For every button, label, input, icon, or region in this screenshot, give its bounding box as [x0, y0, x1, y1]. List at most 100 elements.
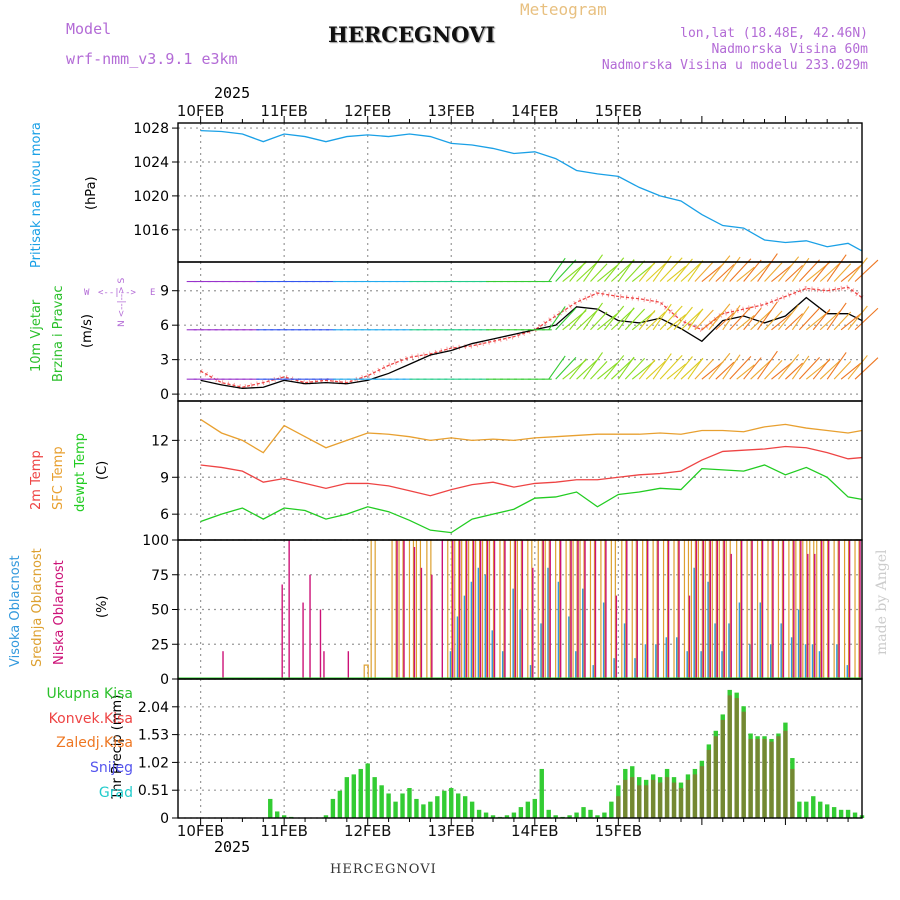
- wind-direction-arrow: [840, 313, 862, 331]
- model-name: wrf-nmm_v3.9.1 e3km: [66, 50, 238, 68]
- meteogram-title: Meteogram: [520, 0, 607, 19]
- dewpt-line: [200, 464, 863, 534]
- y-tick-label: 9: [160, 284, 169, 300]
- total-precip-bar: [595, 815, 600, 818]
- total-precip-bar: [511, 812, 517, 818]
- total-precip-bar: [337, 790, 343, 818]
- conv-precip-bar: [657, 782, 663, 818]
- pressure-line: [200, 129, 863, 252]
- conv-precip-bar: [776, 736, 781, 818]
- wind-direction-arrow: [576, 262, 598, 282]
- wind-direction-arrow: [819, 310, 841, 331]
- conv-precip-bar: [685, 779, 691, 818]
- wind-direction-arrow: [840, 362, 862, 380]
- conv-precip-bar: [762, 738, 767, 818]
- total-precip-bar: [393, 801, 398, 818]
- temp2m-line: [200, 445, 863, 497]
- wind-direction-arrow: [785, 313, 803, 331]
- y-tick-label: 6: [160, 507, 169, 523]
- wind-direction-arrow: [854, 259, 879, 282]
- total-precip-bar: [476, 809, 482, 818]
- footer-station: HERCEGNOVI: [330, 862, 437, 877]
- wind-direction-arrow: [743, 357, 762, 380]
- conv-precip-bar: [727, 695, 732, 818]
- wind-direction-arrow: [764, 262, 783, 282]
- total-precip-bar: [469, 801, 475, 818]
- wind-direction-arrow: [847, 305, 868, 331]
- conv-precip-bar: [692, 774, 698, 818]
- y-tick-label: 100: [142, 533, 169, 549]
- conv-precip-bar: [630, 777, 635, 818]
- wind-direction-arrow: [771, 361, 793, 380]
- conv-precip-bar: [783, 730, 788, 818]
- wind-direction-arrow: [722, 354, 741, 380]
- conv-precip-bar: [734, 698, 739, 818]
- panel-frame: [177, 400, 863, 541]
- day-label-top: 12FEB: [344, 102, 391, 120]
- compass-e: E: [150, 288, 156, 298]
- y-tick-label: 75: [151, 568, 169, 584]
- wind-direction-arrow: [757, 350, 778, 380]
- wind-direction-arrow: [715, 361, 735, 380]
- y-tick-label: 0: [160, 387, 169, 403]
- wind-direction-arrow: [791, 306, 810, 331]
- total-precip-bar: [379, 785, 384, 818]
- y-tick-label: 1016: [133, 223, 169, 239]
- wind-direction-arrow: [687, 357, 704, 380]
- total-precip-bar: [504, 815, 510, 818]
- wind-direction-arrow: [617, 356, 635, 380]
- y-tick-label: 12: [151, 433, 169, 449]
- total-precip-bar: [546, 809, 551, 818]
- y-tick-label: 2.04: [138, 700, 169, 716]
- total-precip-bar: [845, 809, 851, 818]
- panel-frame: [177, 261, 863, 402]
- wind-direction-arrow: [666, 314, 687, 331]
- wind-direction-arrow: [798, 259, 821, 282]
- total-precip-bar: [358, 768, 363, 818]
- legend-zaledj: Zaledj.Kisa: [56, 735, 133, 751]
- wind-direction-arrow: [715, 264, 735, 282]
- y-tick-label: 25: [151, 637, 169, 653]
- wind-direction-arrow: [722, 256, 741, 282]
- wind-direction-arrow: [847, 355, 868, 380]
- total-precip-bar: [838, 809, 844, 818]
- conv-precip-bar: [616, 796, 621, 818]
- total-precip-bar: [407, 788, 412, 818]
- wind-direction-arrow: [785, 362, 803, 380]
- total-precip-bar: [330, 798, 336, 818]
- total-precip-bar: [275, 811, 280, 818]
- conv-precip-bar: [720, 719, 725, 818]
- model-label: Model: [66, 20, 112, 38]
- total-precip-bar: [323, 815, 329, 818]
- wind-direction-arrow: [743, 307, 762, 331]
- wind-direction-arrow: [798, 307, 821, 331]
- wind-direction-arrow: [569, 260, 587, 282]
- total-precip-bar: [525, 801, 531, 818]
- total-precip-bar: [581, 807, 586, 818]
- wind-direction-arrow: [778, 304, 800, 331]
- year-top: 2025: [214, 84, 251, 102]
- y-tick-label: 1020: [133, 189, 169, 205]
- wind-direction-arrow: [694, 261, 714, 282]
- total-precip-bar: [818, 801, 823, 818]
- total-precip-bar: [372, 777, 377, 818]
- wind-direction-arrow: [590, 360, 608, 380]
- day-label-top: 15FEB: [595, 102, 642, 120]
- lonlat-label: lon,lat (18.48E, 42.46N): [680, 26, 868, 41]
- wind-direction-arrow: [833, 263, 852, 282]
- wind-direction-arrow: [778, 256, 800, 282]
- wind-direction-arrow: [576, 359, 598, 380]
- wind-direction-arrow: [638, 310, 656, 331]
- y-tick-label: 0: [160, 811, 169, 827]
- wind-direction-arrow: [764, 359, 783, 380]
- wind-direction-arrow: [722, 305, 741, 331]
- day-label-bottom: 15FEB: [595, 822, 642, 840]
- year-bottom: 2025: [214, 838, 251, 856]
- legend-grad: Grad: [98, 785, 133, 801]
- wind-speed-line: [200, 296, 863, 390]
- mid-cloud-bar: [843, 539, 850, 680]
- conv-precip-bar: [637, 785, 642, 818]
- wind-direction-arrow: [548, 306, 566, 331]
- wind-direction-arrow: [583, 302, 603, 331]
- total-precip-bar: [588, 809, 593, 818]
